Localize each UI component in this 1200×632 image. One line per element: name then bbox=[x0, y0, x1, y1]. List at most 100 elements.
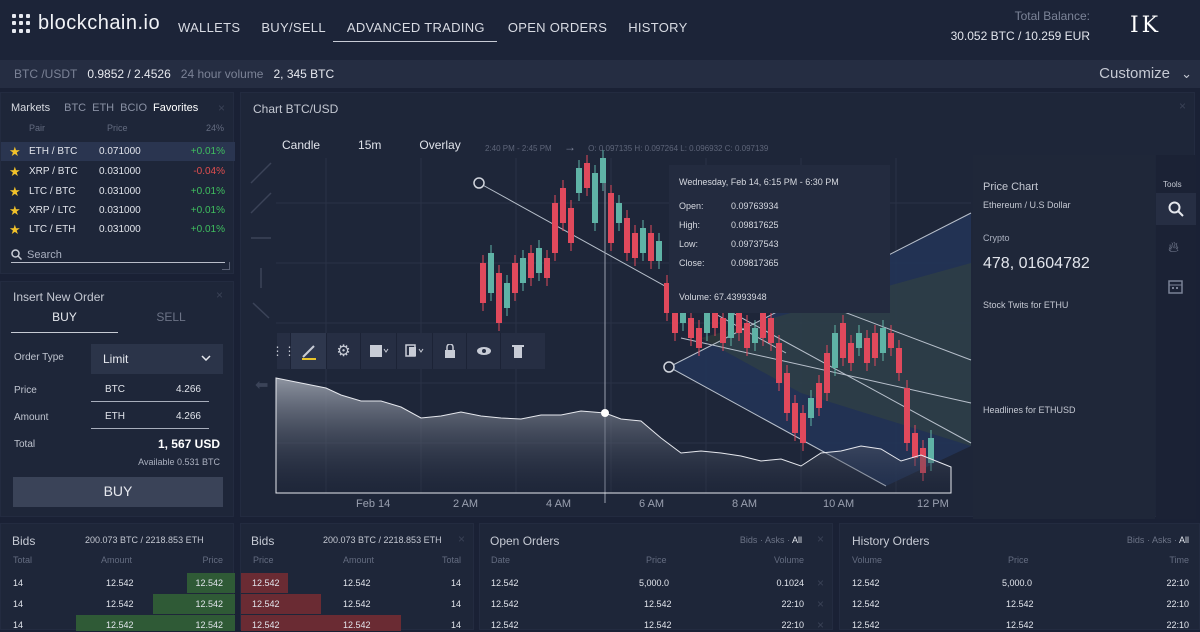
cell: 12.542 bbox=[343, 578, 371, 588]
market-row[interactable]: ★ LTC / BTC 0.031000 +0.01% bbox=[1, 182, 235, 201]
available-balance: Available 0.531 BTC bbox=[138, 457, 220, 467]
col-header: Amount bbox=[343, 555, 375, 565]
cell: 12.542 bbox=[106, 620, 134, 630]
close-icon[interactable]: × bbox=[217, 101, 225, 115]
tab-eth[interactable]: ETH bbox=[92, 102, 115, 114]
lock-icon[interactable] bbox=[433, 333, 467, 369]
star-icon[interactable]: ★ bbox=[9, 221, 21, 237]
close-icon[interactable]: × bbox=[457, 532, 465, 546]
nav-history[interactable]: HISTORY bbox=[628, 20, 688, 35]
headlines-label[interactable]: Headlines for ETHUSD bbox=[983, 405, 1076, 415]
trash-icon[interactable] bbox=[501, 333, 535, 369]
nav-advanced-trading[interactable]: ADVANCED TRADING bbox=[332, 20, 497, 42]
tab-bcio[interactable]: BCIO bbox=[120, 102, 148, 114]
logo-grid-icon bbox=[12, 13, 32, 34]
price-chart[interactable] bbox=[241, 133, 1196, 523]
customize-button[interactable]: Customize bbox=[1099, 65, 1170, 82]
filter-all[interactable]: All bbox=[791, 535, 802, 545]
market-change: +0.01% bbox=[190, 186, 225, 197]
amount-label: Amount bbox=[14, 412, 49, 423]
market-row[interactable]: ★ XRP / LTC 0.031000 +0.01% bbox=[1, 201, 235, 220]
cell: 12.542 bbox=[106, 578, 134, 588]
candle-tooltip: Wednesday, Feb 14, 6:15 PM - 6:30 PM Ope… bbox=[669, 165, 890, 313]
sell-tab[interactable]: SELL bbox=[156, 310, 186, 324]
eye-icon[interactable] bbox=[467, 333, 501, 369]
ticker-price: 0.9852 / 2.4526 bbox=[87, 67, 171, 81]
filter-asks[interactable]: Asks bbox=[1151, 535, 1172, 545]
nav-buy-sell[interactable]: BUY/SELL bbox=[261, 20, 326, 35]
chart-controls: Candle 15m Overlay bbox=[282, 138, 499, 152]
filter-bids[interactable]: Bids bbox=[1126, 535, 1145, 545]
user-logo[interactable]: I K bbox=[1130, 13, 1158, 38]
depth-bar bbox=[153, 594, 235, 614]
balance-value: 30.052 BTC / 10.259 EUR bbox=[950, 29, 1090, 43]
tab-btc[interactable]: BTC bbox=[64, 102, 87, 114]
buy-button[interactable]: BUY bbox=[13, 477, 223, 507]
ticker-volume: 2, 345 BTC bbox=[273, 67, 335, 81]
star-icon[interactable]: ★ bbox=[9, 163, 21, 179]
cancel-order-icon[interactable]: × bbox=[816, 597, 824, 611]
tab-favorites[interactable]: Favorites bbox=[153, 102, 199, 114]
x-tick: 12 PM bbox=[917, 498, 949, 510]
star-icon[interactable]: ★ bbox=[9, 183, 21, 199]
market-row[interactable]: ★ XRP / BTC 0.031000 -0.04% bbox=[1, 162, 235, 181]
buy-tab[interactable]: BUY bbox=[11, 309, 118, 333]
star-icon[interactable]: ★ bbox=[9, 202, 21, 218]
pencil-icon[interactable] bbox=[291, 333, 327, 369]
fire-icon[interactable]: 🔥︎ bbox=[1168, 239, 1180, 256]
star-icon[interactable]: ★ bbox=[9, 143, 21, 159]
cell: 22:10 bbox=[1166, 620, 1189, 630]
market-change: +0.01% bbox=[190, 146, 225, 157]
calendar-icon[interactable] bbox=[1168, 279, 1183, 297]
market-row[interactable]: ★ LTC / ETH 0.031000 +0.01% bbox=[1, 220, 235, 239]
market-row[interactable]: ★ ETH / BTC 0.071000 +0.01% bbox=[1, 142, 235, 161]
insert-order-panel: Insert New Order × BUY SELL Order Type L… bbox=[0, 281, 234, 517]
interval-button[interactable]: 15m bbox=[358, 138, 382, 152]
arrow-left-icon[interactable]: ⬅ bbox=[255, 377, 269, 394]
depth-bar bbox=[241, 615, 401, 631]
order-type-select[interactable]: Limit bbox=[91, 344, 223, 374]
close-icon[interactable]: × bbox=[215, 288, 223, 302]
cancel-order-icon[interactable]: × bbox=[816, 576, 824, 590]
nav-open-orders[interactable]: OPEN ORDERS bbox=[507, 20, 608, 35]
history-orders-title: History Orders bbox=[852, 534, 930, 548]
filter-asks[interactable]: Asks bbox=[764, 535, 785, 545]
col-header: Date bbox=[491, 555, 511, 565]
markets-tabs: Markets BTC ETH BCIO Favorites bbox=[11, 102, 198, 114]
price-label: Price bbox=[14, 385, 37, 396]
cell: 5,000.0 bbox=[639, 578, 670, 588]
ticker-pair: BTC /USDT bbox=[14, 67, 78, 81]
drag-handle-icon[interactable]: ⋮⋮ bbox=[272, 333, 296, 369]
search-input[interactable]: Search bbox=[11, 247, 225, 263]
close-icon[interactable]: × bbox=[1178, 99, 1186, 113]
amount-field[interactable]: ETH 4.266 bbox=[91, 411, 209, 429]
price-field[interactable]: BTC 4.266 bbox=[91, 384, 209, 402]
ticker-bar: BTC /USDT 0.9852 / 2.4526 24 hour volume… bbox=[0, 60, 1200, 88]
market-pair: XRP / LTC bbox=[29, 205, 76, 216]
template-icon[interactable] bbox=[361, 333, 397, 369]
chevron-down-icon[interactable]: ⌄ bbox=[1181, 66, 1192, 81]
resize-handle-icon[interactable] bbox=[222, 262, 230, 270]
brand-logo[interactable]: blockchain.io bbox=[12, 12, 160, 35]
close-icon[interactable]: × bbox=[816, 532, 824, 546]
cell: 12.542 bbox=[195, 599, 223, 609]
nav-wallets[interactable]: WALLETS bbox=[178, 20, 241, 35]
gear-icon[interactable]: ⚙ bbox=[327, 333, 361, 369]
cell: 0.1024 bbox=[776, 578, 804, 588]
filter-bids[interactable]: Bids bbox=[739, 535, 758, 545]
overlay-button[interactable]: Overlay bbox=[419, 138, 461, 152]
stock-twits-label[interactable]: Stock Twits for ETHU bbox=[983, 300, 1069, 310]
tools-column: Tools 🔥︎ bbox=[1156, 155, 1196, 519]
bids-summary: 200.073 BTC / 2218.853 ETH bbox=[323, 535, 442, 545]
filter-all[interactable]: All bbox=[1178, 535, 1189, 545]
cell: 12.542 bbox=[343, 599, 371, 609]
tooltip-close-label: Close: bbox=[679, 258, 705, 268]
clone-icon[interactable] bbox=[397, 333, 433, 369]
cancel-order-icon[interactable]: × bbox=[816, 618, 824, 632]
candle-button[interactable]: Candle bbox=[282, 138, 321, 152]
search-icon[interactable] bbox=[1156, 193, 1196, 225]
cell: 12.542 bbox=[644, 599, 672, 609]
cell: 12.542 bbox=[1006, 599, 1034, 609]
orders-filter: Bids · Asks · All bbox=[739, 535, 802, 545]
tooltip-low-label: Low: bbox=[679, 239, 699, 249]
